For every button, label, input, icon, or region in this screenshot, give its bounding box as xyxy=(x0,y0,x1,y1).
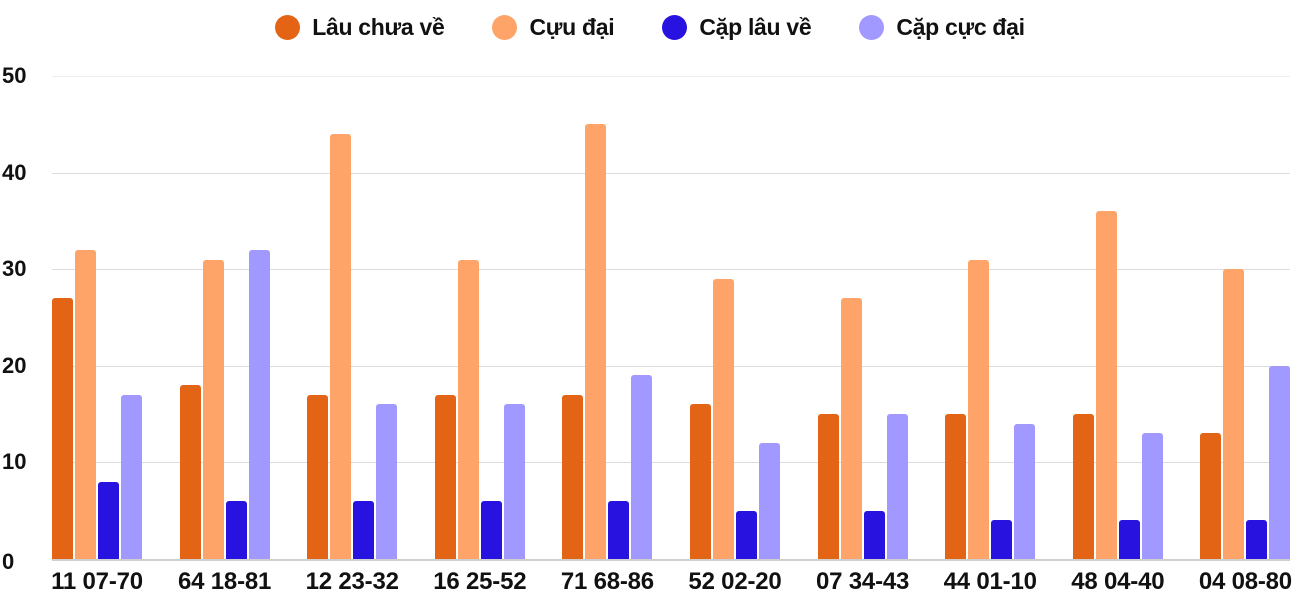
bar[interactable] xyxy=(759,443,780,559)
bar[interactable] xyxy=(503,404,525,559)
legend-swatch-icon xyxy=(275,14,301,40)
legend-label: Cặp cực đại xyxy=(896,13,1025,40)
bar[interactable] xyxy=(562,394,584,559)
y-tick-label: 10 xyxy=(2,449,27,474)
bar[interactable] xyxy=(1223,269,1245,559)
bar[interactable] xyxy=(817,414,839,559)
bar[interactable] xyxy=(608,501,630,559)
bar[interactable] xyxy=(480,501,502,559)
bar[interactable] xyxy=(98,481,119,559)
bar[interactable] xyxy=(840,298,862,559)
x-tick-label: 07 34-43 xyxy=(816,568,910,595)
bar[interactable] xyxy=(736,510,757,559)
bar[interactable] xyxy=(202,259,224,559)
x-axis-baseline xyxy=(52,559,1290,561)
y-tick-label: 0 xyxy=(2,549,15,574)
bar[interactable] xyxy=(945,414,967,559)
bar[interactable] xyxy=(52,298,73,559)
x-tick-label: 71 68-86 xyxy=(560,568,654,595)
bar[interactable] xyxy=(330,133,352,559)
legend-swatch-icon xyxy=(492,14,518,40)
bar[interactable] xyxy=(376,404,398,559)
gridline xyxy=(52,462,1290,463)
bar[interactable] xyxy=(1095,211,1117,559)
x-tick-label: 64 18-81 xyxy=(178,568,272,595)
legend-label: Cặp lâu về xyxy=(699,13,812,40)
bar[interactable] xyxy=(75,249,96,559)
x-tick-label: 48 04-40 xyxy=(1071,568,1165,595)
x-tick-label: 44 01-10 xyxy=(943,568,1037,595)
bar[interactable] xyxy=(1269,365,1291,559)
bar[interactable] xyxy=(353,501,375,559)
bar[interactable] xyxy=(248,249,270,559)
bar[interactable] xyxy=(585,124,607,559)
bar[interactable] xyxy=(1118,520,1140,559)
legend-item[interactable]: Lâu chưa về xyxy=(275,13,445,41)
legend-swatch-icon xyxy=(859,14,885,40)
bar[interactable] xyxy=(886,414,908,559)
bar[interactable] xyxy=(690,404,711,559)
x-tick-label: 16 25-52 xyxy=(433,568,527,595)
bar[interactable] xyxy=(713,278,734,559)
y-tick-label: 40 xyxy=(2,160,27,185)
bar[interactable] xyxy=(225,501,247,559)
x-tick-label: 52 02-20 xyxy=(688,568,782,595)
bar[interactable] xyxy=(1246,520,1268,559)
legend-item[interactable]: Cặp cực đại xyxy=(859,13,1025,41)
gridline xyxy=(52,366,1290,367)
bar[interactable] xyxy=(121,394,142,559)
bar[interactable] xyxy=(457,259,479,559)
x-tick-label: 04 08-80 xyxy=(1198,568,1292,595)
bar[interactable] xyxy=(434,394,456,559)
legend-swatch-icon xyxy=(662,14,688,40)
legend-item[interactable]: Cặp lâu về xyxy=(662,13,812,41)
y-tick-label: 20 xyxy=(2,353,27,378)
x-tick-label: 11 07-70 xyxy=(51,568,143,595)
bar[interactable] xyxy=(968,259,990,559)
bar[interactable] xyxy=(1014,423,1036,559)
legend-label: Cựu đại xyxy=(529,13,615,40)
bar[interactable] xyxy=(179,385,201,559)
legend-label: Lâu chưa về xyxy=(312,13,445,40)
bar[interactable] xyxy=(631,375,653,559)
gridline xyxy=(52,76,1290,77)
gridline xyxy=(52,173,1290,174)
bar[interactable] xyxy=(991,520,1013,559)
bar[interactable] xyxy=(1072,414,1094,559)
bar[interactable] xyxy=(1141,433,1163,559)
bar[interactable] xyxy=(1200,433,1222,559)
legend-item[interactable]: Cựu đại xyxy=(492,13,615,41)
bar[interactable] xyxy=(307,394,329,559)
gridline xyxy=(52,269,1290,270)
x-tick-label: 12 23-32 xyxy=(305,568,399,595)
y-tick-label: 50 xyxy=(2,63,27,88)
bar[interactable] xyxy=(863,510,885,559)
chart-legend: Lâu chưa về Cựu đại Cặp lâu về Cặp cực đại xyxy=(0,8,1300,46)
y-tick-label: 30 xyxy=(2,256,27,281)
